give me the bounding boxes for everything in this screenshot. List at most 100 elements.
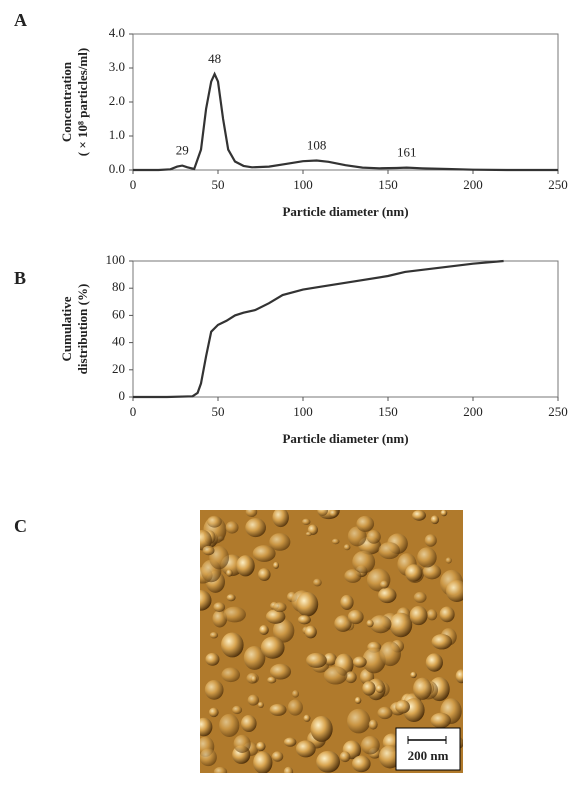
panel-label: A — [14, 10, 27, 30]
y-tick-label: 4.0 — [109, 25, 125, 40]
surface-bump — [245, 518, 266, 538]
surface-bump — [292, 690, 300, 698]
surface-bump — [200, 529, 212, 551]
surface-bump — [205, 652, 220, 666]
data-line — [133, 71, 558, 172]
surface-bump — [366, 529, 381, 544]
surface-bump — [368, 719, 378, 730]
surface-bump — [389, 612, 413, 638]
peak-label: 29 — [176, 143, 189, 158]
surface-bump — [331, 538, 340, 545]
surface-bump — [317, 510, 329, 516]
x-axis-label: Particle diameter (nm) — [282, 431, 408, 446]
surface-bump — [250, 675, 258, 683]
surface-bump — [356, 515, 375, 532]
x-tick-label: 100 — [293, 404, 313, 419]
surface-bump — [345, 671, 357, 684]
surface-bump — [267, 676, 277, 684]
peak-label: 48 — [208, 51, 221, 66]
surface-bump — [379, 580, 389, 589]
surface-bump — [412, 510, 426, 521]
x-axis-label: Particle diameter (nm) — [282, 204, 408, 219]
y-tick-label: 100 — [106, 252, 126, 267]
plot-frame — [132, 260, 559, 398]
surface-bump — [352, 755, 371, 773]
surface-bump — [240, 715, 257, 733]
surface-bump — [252, 545, 276, 562]
surface-bump — [329, 510, 338, 518]
surface-bump — [362, 681, 376, 696]
surface-bump — [445, 557, 452, 564]
panel-label: C — [14, 516, 27, 536]
surface-bump — [259, 625, 269, 636]
surface-bump — [232, 705, 243, 715]
surface-bump — [424, 534, 437, 547]
surface-bump — [306, 652, 327, 668]
surface-bump — [304, 625, 317, 639]
y-tick-label: 0 — [119, 388, 126, 403]
surface-bump — [360, 735, 380, 755]
surface-bump — [253, 751, 273, 773]
surface-bump — [426, 609, 438, 621]
surface-bump — [202, 545, 215, 556]
y-tick-label: 0.0 — [109, 161, 125, 176]
scale-bar-box — [395, 727, 461, 771]
surface-bump — [422, 564, 442, 580]
surface-bump — [297, 615, 311, 625]
surface-bump — [247, 694, 260, 706]
x-tick-label: 100 — [293, 177, 313, 192]
y-tick-label: 80 — [112, 279, 125, 294]
surface-bump — [219, 713, 240, 738]
surface-bump — [344, 569, 362, 583]
surface-bump — [258, 568, 271, 581]
surface-bump — [395, 700, 410, 714]
surface-bump — [430, 712, 451, 729]
surface-bump — [265, 609, 286, 624]
surface-bump — [302, 518, 311, 525]
plot-frame — [132, 33, 559, 171]
surface-bump — [343, 544, 351, 551]
surface-bump — [347, 526, 367, 547]
panel-label: B — [14, 268, 26, 288]
surface-bump — [352, 550, 376, 574]
surface-bump — [377, 706, 393, 720]
surface-bump — [379, 641, 401, 667]
surface-bump — [347, 708, 371, 734]
y-axis-label: Cumulative — [59, 296, 74, 361]
surface-bump — [209, 631, 219, 639]
surface-bump — [213, 766, 228, 773]
surface-bump — [283, 737, 297, 747]
surface-bump — [295, 740, 316, 758]
surface-bump — [200, 748, 217, 767]
afm-image — [200, 510, 463, 773]
surface-bump — [446, 579, 463, 602]
y-tick-label: 20 — [112, 361, 125, 376]
x-tick-label: 50 — [212, 177, 225, 192]
surface-bump — [316, 750, 340, 773]
surface-bump — [283, 766, 294, 773]
surface-bump — [431, 634, 453, 650]
surface-bump — [245, 510, 258, 518]
peak-label: 108 — [307, 137, 327, 152]
surface-bump — [303, 714, 311, 722]
surface-bump — [296, 591, 319, 617]
surface-bump — [226, 594, 236, 602]
surface-bump — [256, 741, 266, 752]
surface-bump — [334, 615, 352, 632]
surface-bump — [273, 602, 287, 613]
surface-bump — [410, 671, 417, 679]
surface-bump — [273, 561, 280, 569]
surface-bump — [425, 653, 443, 672]
surface-bump — [323, 652, 337, 666]
surface-bump — [207, 515, 222, 528]
x-tick-label: 150 — [378, 404, 398, 419]
surface-bump — [354, 696, 362, 704]
y-tick-label: 2.0 — [109, 93, 125, 108]
surface-bump — [272, 510, 289, 528]
x-tick-label: 0 — [130, 177, 137, 192]
x-tick-label: 0 — [130, 404, 137, 419]
peak-label: 161 — [397, 145, 417, 160]
surface-bump — [378, 587, 397, 604]
surface-bump — [204, 680, 224, 700]
surface-bump — [409, 605, 428, 626]
